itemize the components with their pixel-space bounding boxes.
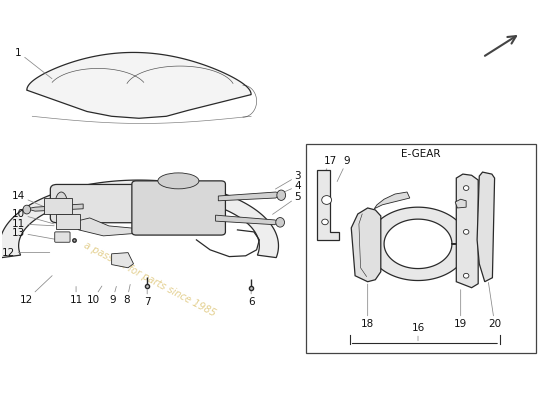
Text: 3: 3 [276,171,301,189]
Text: 10: 10 [86,286,102,305]
Ellipse shape [158,173,199,189]
Ellipse shape [276,218,284,227]
Ellipse shape [55,192,67,215]
Text: 18: 18 [361,284,375,328]
Polygon shape [317,170,339,240]
Polygon shape [367,207,469,280]
Text: 20: 20 [488,282,501,328]
Polygon shape [216,215,280,225]
Polygon shape [455,199,466,208]
FancyBboxPatch shape [55,232,70,242]
Polygon shape [27,204,83,211]
Text: 14: 14 [12,191,45,207]
Text: 11: 11 [12,219,54,229]
Polygon shape [27,52,251,118]
Polygon shape [374,192,410,209]
Text: E-GEAR: E-GEAR [401,149,441,159]
Polygon shape [73,218,145,236]
Text: 9: 9 [109,286,117,305]
Text: 11: 11 [69,286,82,305]
Text: 5: 5 [273,192,301,214]
Text: 17: 17 [323,156,337,176]
Text: 4: 4 [276,181,301,196]
Polygon shape [0,180,278,258]
FancyBboxPatch shape [56,214,80,229]
Ellipse shape [322,219,328,225]
Text: 13: 13 [12,228,56,239]
Text: a passion for parts since 1985: a passion for parts since 1985 [82,240,218,319]
Text: 9: 9 [337,156,350,182]
Text: 1: 1 [15,48,52,79]
Ellipse shape [464,230,469,234]
Text: 8: 8 [124,284,130,305]
Ellipse shape [277,190,285,200]
FancyBboxPatch shape [44,198,72,214]
Text: 10: 10 [12,209,54,224]
Text: 12: 12 [20,276,52,305]
Polygon shape [456,174,478,288]
Bar [306,144,536,354]
Text: 16: 16 [411,323,425,341]
Ellipse shape [23,205,31,214]
Polygon shape [218,192,281,201]
Text: 19: 19 [454,290,467,328]
Ellipse shape [322,196,332,204]
Ellipse shape [464,273,469,278]
FancyBboxPatch shape [132,181,226,235]
Polygon shape [351,208,381,282]
Ellipse shape [464,186,469,190]
FancyBboxPatch shape [51,184,189,223]
Polygon shape [112,253,134,268]
Text: 7: 7 [144,290,151,307]
Polygon shape [477,172,494,282]
Text: 12: 12 [2,248,50,258]
Ellipse shape [160,192,173,216]
Text: 6: 6 [248,291,255,307]
